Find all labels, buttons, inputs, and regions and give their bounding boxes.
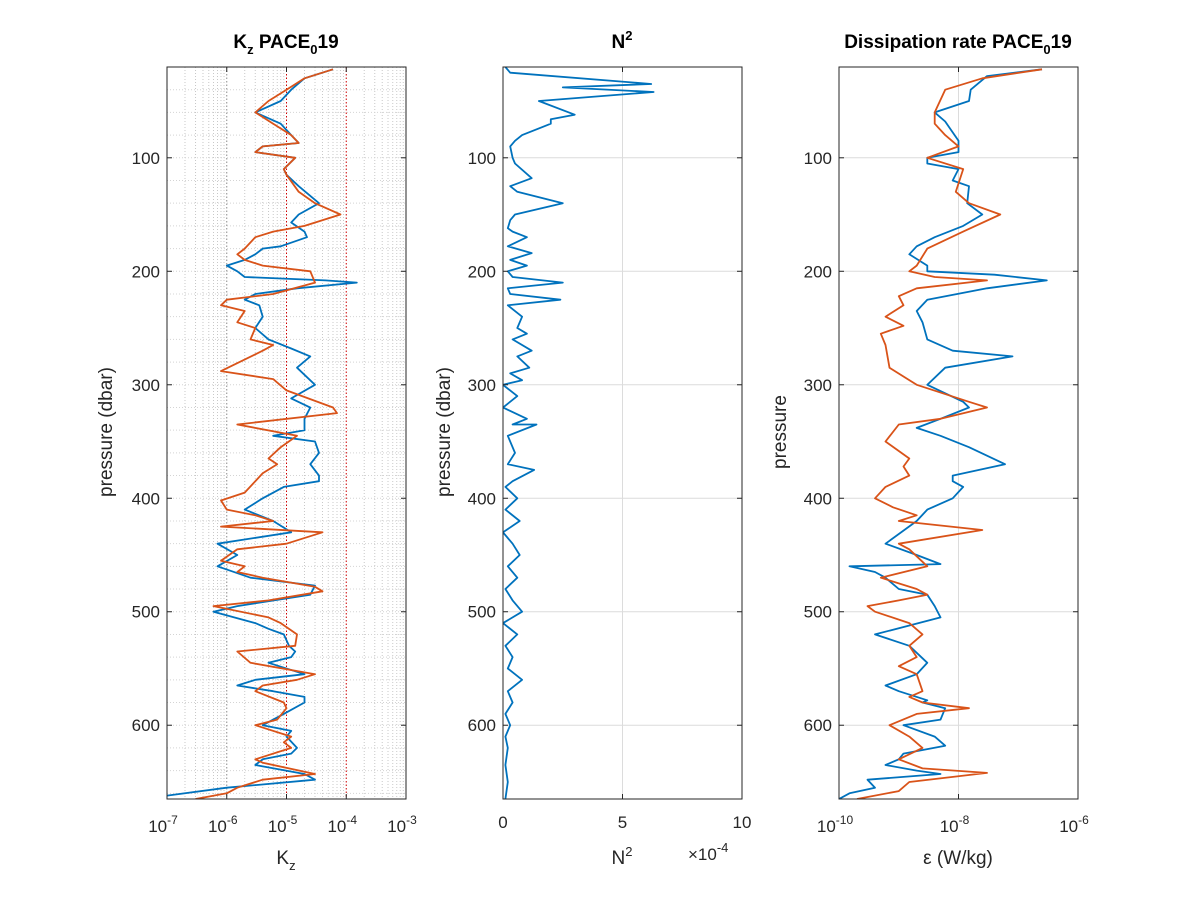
dissipation-panel-xlabel: ε (W/kg) — [923, 848, 993, 869]
n2-panel-title: N2 — [612, 28, 633, 53]
n2-y-tick-label: 600 — [468, 716, 496, 735]
kz-x-tick-label: 10-6 — [208, 813, 238, 836]
dissipation-y-tick-label: 300 — [804, 376, 832, 395]
dissipation-panel: Dissipation rate PACE019 ε (W/kg) pressu… — [770, 32, 1089, 869]
n2-panel-ylabel: pressure (dbar) — [434, 367, 455, 497]
n2-x-tick-label: 10 — [733, 813, 752, 832]
kz-y-tick-label: 500 — [132, 603, 160, 622]
dissipation-y-tick-label: 100 — [804, 149, 832, 168]
kz-series-line-blue — [167, 68, 358, 797]
kz-y-tick-label: 200 — [132, 262, 160, 281]
kz-x-tick-label: 10-7 — [148, 813, 178, 836]
n2-x-tick-label: 5 — [618, 813, 627, 832]
kz-x-tick-label: 10-4 — [327, 813, 357, 836]
kz-series-line-orange — [195, 68, 342, 799]
n2-panel: N2 N2 ×10-4 pressure (dbar) 100200300400… — [434, 28, 751, 869]
dissipation-y-tick-label: 400 — [804, 489, 832, 508]
n2-y-tick-label: 500 — [468, 603, 496, 622]
dissipation-x-tick-label: 10-8 — [940, 813, 970, 836]
kz-panel-title: Kz PACE019 — [233, 32, 338, 57]
kz-y-tick-label: 300 — [132, 376, 160, 395]
n2-panel-exponent-label: ×10-4 — [688, 840, 728, 864]
dissipation-y-tick-label: 600 — [804, 716, 832, 735]
dissipation-panel-ylabel: pressure — [770, 395, 791, 469]
dissipation-x-tick-label: 10-10 — [817, 813, 854, 836]
n2-y-tick-label: 300 — [468, 376, 496, 395]
kz-x-tick-label: 10-5 — [268, 813, 298, 836]
n2-series-line-blue — [503, 67, 655, 799]
dissipation-x-tick-label: 10-6 — [1059, 813, 1089, 836]
n2-panel-xlabel: N2 — [612, 844, 633, 869]
n2-y-tick-label: 400 — [468, 489, 496, 508]
kz-x-tick-label: 10-3 — [387, 813, 417, 836]
kz-y-tick-label: 100 — [132, 149, 160, 168]
n2-x-tick-label: 0 — [498, 813, 507, 832]
kz-y-tick-label: 600 — [132, 716, 160, 735]
dissipation-y-tick-label: 500 — [804, 603, 832, 622]
kz-y-tick-label: 400 — [132, 489, 160, 508]
n2-y-tick-label: 200 — [468, 262, 496, 281]
dissipation-y-tick-label: 200 — [804, 262, 832, 281]
kz-panel: Kz PACE019 Kz pressure (dbar) 100 200 300 4… — [96, 32, 417, 873]
kz-panel-xlabel: Kz — [276, 848, 295, 873]
n2-y-tick-label: 100 — [468, 149, 496, 168]
dissipation-series-line-orange — [856, 68, 1043, 799]
kz-panel-ylabel: pressure (dbar) — [96, 367, 117, 497]
dissipation-series-line-blue — [839, 68, 1048, 799]
dissipation-panel-title: Dissipation rate PACE019 — [844, 32, 1072, 57]
